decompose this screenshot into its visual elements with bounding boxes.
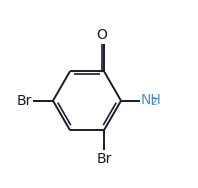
Text: NH: NH	[140, 93, 161, 107]
Text: 2: 2	[150, 97, 157, 107]
Text: Br: Br	[96, 152, 112, 166]
Text: O: O	[96, 28, 107, 42]
Text: Br: Br	[16, 94, 32, 108]
